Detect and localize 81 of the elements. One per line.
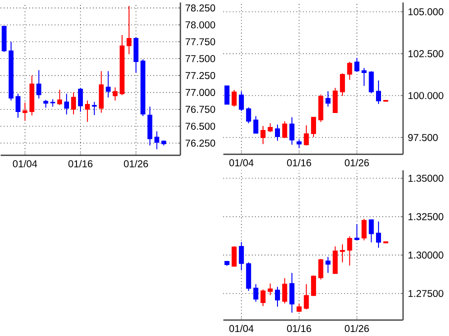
candlestick xyxy=(289,272,294,313)
y-tick-label: 76.750 xyxy=(186,106,216,113)
candlestick xyxy=(36,69,42,99)
y-tick-label: 102.500 xyxy=(408,50,444,57)
candlestick xyxy=(368,70,374,94)
y-tick-label: 100.000 xyxy=(408,92,444,99)
candlestick xyxy=(253,283,258,302)
candlestick xyxy=(304,283,309,310)
x-tick-label: 01/16 xyxy=(68,160,92,168)
candlestick xyxy=(232,246,237,267)
y-tick-label: 1.27500 xyxy=(408,290,444,297)
candlestick xyxy=(126,5,132,54)
candlestick xyxy=(98,70,104,113)
candlestick xyxy=(57,89,62,106)
candlestick xyxy=(325,90,330,107)
candlestick xyxy=(268,282,273,296)
x-tick-label: 01/04 xyxy=(12,160,38,168)
y-tick-label: 78.000 xyxy=(186,21,216,28)
candlestick xyxy=(362,67,367,86)
candlestick xyxy=(224,85,230,104)
candlestick xyxy=(71,92,76,115)
candlestick xyxy=(134,36,138,74)
y-tick-label: 77.500 xyxy=(186,54,216,62)
candlestick xyxy=(84,100,90,122)
candlestick xyxy=(362,218,367,241)
y-tick-label: 76.500 xyxy=(186,122,216,130)
candlestick xyxy=(332,246,338,274)
y-tick-label: 77.750 xyxy=(186,38,216,46)
candlestick xyxy=(147,106,152,146)
candlestick xyxy=(238,241,244,271)
candlestick xyxy=(311,274,316,296)
candlestick xyxy=(354,224,360,241)
x-tick-label: 01/26 xyxy=(124,160,148,168)
candlestick xyxy=(274,124,280,141)
candlestick xyxy=(232,89,237,107)
x-tick-label: 01/26 xyxy=(344,158,369,166)
x-tick-label: 01/16 xyxy=(287,158,312,166)
x-tick-label: 01/04 xyxy=(229,324,254,332)
y-tick-label: 97.500 xyxy=(408,134,438,141)
x-tick-label: 01/16 xyxy=(287,324,312,332)
candlestick xyxy=(246,106,252,124)
x-tick-label: 01/04 xyxy=(229,158,254,166)
y-tick-label: 1.30000 xyxy=(408,251,444,258)
y-tick-label: 78.250 xyxy=(186,4,216,12)
y-tick-label: 1.32500 xyxy=(408,212,444,220)
candlestick xyxy=(332,87,338,113)
candlestick xyxy=(274,286,280,307)
candlestick xyxy=(318,258,324,280)
candlestick xyxy=(354,57,360,72)
candlestick xyxy=(154,130,160,150)
y-tick-label: 1.35000 xyxy=(408,174,444,182)
candlestick xyxy=(376,220,382,248)
candlestick xyxy=(253,115,258,134)
candlestick xyxy=(376,80,382,104)
candlestick xyxy=(304,124,309,146)
candlestick xyxy=(22,102,28,122)
y-tick-label: 77.250 xyxy=(186,72,216,79)
y-tick-label: 77.000 xyxy=(186,88,216,96)
candlestick xyxy=(325,256,330,274)
candlestick xyxy=(92,101,97,116)
candlestick xyxy=(368,219,374,243)
candlestick xyxy=(347,61,352,80)
candlestick xyxy=(260,288,266,306)
x-tick-label: 01/26 xyxy=(344,324,369,332)
y-tick-label: 105.000 xyxy=(408,8,444,16)
candlestick xyxy=(16,93,20,118)
candlestick xyxy=(282,120,288,138)
candlestick xyxy=(282,277,288,304)
candlestick xyxy=(318,94,324,122)
candlestick xyxy=(311,116,316,138)
candlestick xyxy=(340,244,345,263)
candlestick xyxy=(289,116,294,145)
candlestick xyxy=(347,236,352,266)
candlestick xyxy=(260,125,266,144)
candlestick xyxy=(64,93,70,115)
candlestick xyxy=(78,87,83,112)
candlestick xyxy=(340,72,345,96)
y-tick-label: 76.250 xyxy=(186,139,216,146)
candlestick xyxy=(238,90,244,112)
candlestick xyxy=(106,70,111,98)
candlestick xyxy=(112,86,118,101)
